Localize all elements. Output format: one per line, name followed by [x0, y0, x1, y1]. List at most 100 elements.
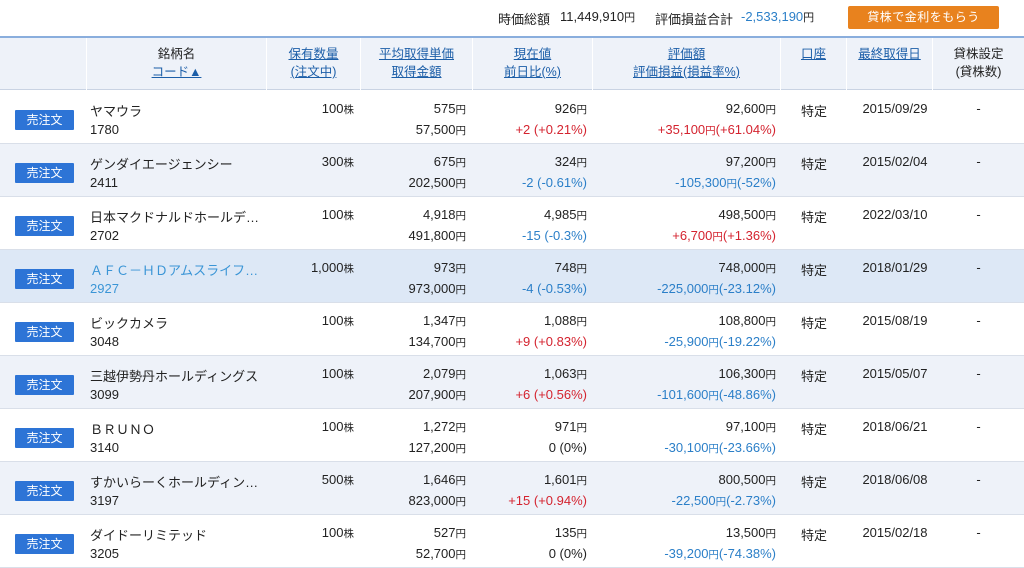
last-acquisition-date: 2022/03/10: [862, 207, 928, 222]
table-row: 売注文 ＢＲＵＮＯ 3140 100株 1,272円 127,200円 971円 0 (0%)…: [0, 409, 1024, 462]
account-type: 特定: [800, 316, 827, 331]
table-row: 売注文 ヤマウラ 1780 100株 575円 57,500円 926円 +2 (+0.21%…: [0, 91, 1024, 144]
unrealized-pl: -39,200円(-74.38%): [664, 546, 776, 561]
valuation-amount: 748,000円: [718, 260, 777, 275]
holding-quantity: 300株: [321, 154, 354, 169]
holdings-table-header: 銘柄名 コード▲ 保有数量 (注文中) 平均取得単価 取得金額 現在値 前日比(…: [0, 38, 1024, 90]
last-acquisition-date: 2015/02/04: [862, 154, 928, 169]
stock-name: 三越伊勢丹ホールディングス: [90, 369, 259, 384]
lend-setting: -: [976, 525, 981, 540]
header-quantity[interactable]: 保有数量 (注文中): [267, 38, 361, 90]
lend-setting: -: [976, 260, 981, 275]
table-row: 売注文 ＡＦＣ－ＨＤアムスライフ… 2927 1,000株 973円 973,000円 74…: [0, 250, 1024, 303]
day-change: +9 (+0.83%): [515, 334, 587, 349]
avg-acquisition-price: 575円: [433, 101, 466, 116]
holding-quantity: 100株: [321, 525, 354, 540]
lend-setting: -: [976, 207, 981, 222]
header-lend-setting: 貸株設定 (貸株数): [953, 47, 1004, 79]
header-name-code[interactable]: 銘柄名 コード▲: [87, 38, 267, 90]
account-type: 特定: [800, 157, 827, 172]
sort-by-code-link[interactable]: コード▲: [151, 65, 202, 79]
acquisition-amount: 57,500円: [415, 122, 466, 137]
day-change: -15 (-0.3%): [521, 228, 587, 243]
sell-order-button[interactable]: 売注文: [15, 375, 74, 395]
valuation-amount: 800,500円: [718, 472, 777, 487]
header-valuation[interactable]: 評価額 評価損益(損益率%): [593, 38, 781, 90]
stock-code: 3140: [90, 440, 119, 455]
stock-code: 2411: [90, 175, 118, 190]
avg-acquisition-price: 675円: [433, 154, 466, 169]
unrealized-pl: -30,100円(-23.66%): [664, 440, 776, 455]
header-account[interactable]: 口座: [781, 38, 847, 90]
header-last-date[interactable]: 最終取得日: [847, 38, 933, 90]
avg-acquisition-price: 4,918円: [422, 207, 466, 222]
acquisition-amount: 207,900円: [408, 387, 467, 402]
avg-acquisition-price: 1,272円: [422, 419, 466, 434]
portfolio-summary-bar: 時価総額 11,449,910円 評価損益合計 -2,533,190円 貸株で金…: [0, 0, 1024, 36]
stock-name: ＢＲＵＮＯ: [90, 422, 156, 437]
day-change: +15 (+0.94%): [508, 493, 587, 508]
stock-name[interactable]: ＡＦＣ－ＨＤアムスライフ…: [90, 263, 259, 278]
pl-total: -2,533,190円: [741, 9, 815, 24]
table-row: 売注文 すかいらーくホールディン… 3197 500株 1,646円 823,000円 1,…: [0, 462, 1024, 515]
stock-name: ゲンダイエージェンシー: [90, 157, 233, 172]
sell-order-button[interactable]: 売注文: [15, 216, 74, 236]
valuation-amount: 106,300円: [718, 366, 777, 381]
lend-setting: -: [976, 313, 981, 328]
account-type: 特定: [800, 422, 827, 437]
stock-code: 1780: [90, 122, 119, 137]
stock-code: 3205: [90, 546, 119, 561]
valuation-amount: 108,800円: [718, 313, 777, 328]
holding-quantity: 100株: [321, 101, 354, 116]
account-type: 特定: [800, 210, 827, 225]
valuation-amount: 97,200円: [725, 154, 776, 169]
table-row: 売注文 ゲンダイエージェンシー 2411 300株 675円 202,500円 324円 -2…: [0, 144, 1024, 197]
sell-order-button[interactable]: 売注文: [15, 269, 74, 289]
sell-order-button[interactable]: 売注文: [15, 163, 74, 183]
current-price: 1,063円: [543, 366, 587, 381]
lend-setting: -: [976, 472, 981, 487]
acquisition-amount: 823,000円: [408, 493, 467, 508]
avg-acquisition-price: 2,079円: [422, 366, 466, 381]
valuation-amount: 97,100円: [725, 419, 776, 434]
current-price: 135円: [554, 525, 587, 540]
unrealized-pl: -101,600円(-48.86%): [657, 387, 776, 402]
header-avg-price[interactable]: 平均取得単価 取得金額: [361, 38, 473, 90]
sell-order-button[interactable]: 売注文: [15, 428, 74, 448]
day-change: -4 (-0.53%): [521, 281, 587, 296]
market-value-label: 時価総額: [498, 12, 551, 27]
last-acquisition-date: 2015/08/19: [862, 313, 928, 328]
current-price: 926円: [554, 101, 587, 116]
sell-order-button[interactable]: 売注文: [15, 534, 74, 554]
table-row: 売注文 ダイドーリミテッド 3205 100株 527円 52,700円 135円 0 (0%…: [0, 515, 1024, 568]
avg-acquisition-price: 527円: [433, 525, 466, 540]
header-current-price[interactable]: 現在値 前日比(%): [473, 38, 593, 90]
day-change: +2 (+0.21%): [515, 122, 587, 137]
stock-code: 3099: [90, 387, 119, 402]
current-price: 971円: [554, 419, 587, 434]
holding-quantity: 1,000株: [310, 260, 354, 275]
stock-name: すかいらーくホールディン…: [90, 475, 259, 490]
day-change: 0 (0%): [548, 546, 587, 561]
last-acquisition-date: 2018/01/29: [862, 260, 928, 275]
unrealized-pl: -25,900円(-19.22%): [664, 334, 776, 349]
sell-order-button[interactable]: 売注文: [15, 481, 74, 501]
market-value: 11,449,910円: [560, 9, 636, 24]
holding-quantity: 100株: [321, 419, 354, 434]
last-acquisition-date: 2018/06/08: [862, 472, 928, 487]
sell-order-button[interactable]: 売注文: [15, 322, 74, 342]
lend-stock-button[interactable]: 貸株で金利をもらう: [848, 6, 999, 29]
acquisition-amount: 134,700円: [408, 334, 467, 349]
account-type: 特定: [800, 369, 827, 384]
stock-code: 2702: [90, 228, 119, 243]
holding-quantity: 100株: [321, 366, 354, 381]
stock-name: ビックカメラ: [90, 316, 169, 331]
sell-order-button[interactable]: 売注文: [15, 110, 74, 130]
avg-acquisition-price: 1,347円: [422, 313, 466, 328]
holding-quantity: 100株: [321, 207, 354, 222]
stock-name: ヤマウラ: [90, 104, 143, 119]
current-price: 324円: [554, 154, 587, 169]
acquisition-amount: 491,800円: [408, 228, 467, 243]
acquisition-amount: 52,700円: [415, 546, 466, 561]
acquisition-amount: 973,000円: [408, 281, 467, 296]
